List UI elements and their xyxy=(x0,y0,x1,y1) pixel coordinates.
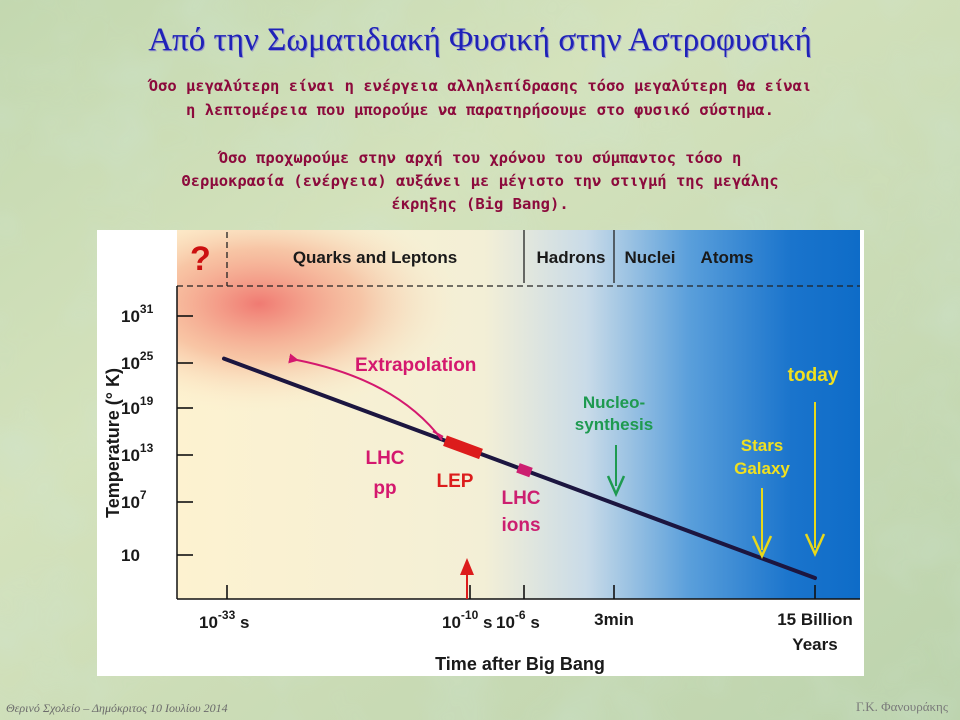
x-tick-label-unit: Years xyxy=(792,635,837,654)
lhc-ions-label-line-2: ions xyxy=(501,515,540,536)
intro-line-1: Όσο μεγαλύτερη είναι η ενέργεια αλληλεπί… xyxy=(148,77,812,95)
nucleosynthesis-label-line-2: synthesis xyxy=(575,415,653,434)
era-nuclei-label: Nuclei xyxy=(624,248,675,267)
temperature-line-1: Όσο προχωρούμε στην αρχή του χρόνου του … xyxy=(218,149,742,167)
lhc-ions-label-line-1: LHC xyxy=(501,488,540,509)
era-atoms-label: Atoms xyxy=(701,248,754,267)
y-axis-title: Temperature (° K) xyxy=(103,368,123,518)
lhc-pp-arrow-head xyxy=(460,558,474,575)
today-label: today xyxy=(788,365,839,386)
nucleosynthesis-arrow-head xyxy=(606,475,626,498)
x-ticks: 10-33 s 10-10 s 10-6 s 3min 15 Billion Years xyxy=(199,585,853,654)
stars-galaxy-arrow-head xyxy=(751,535,773,560)
temperature-paragraph: Όσο προχωρούμε στην αρχή του χρόνου του … xyxy=(0,147,960,216)
intro-line-2: η λεπτομέρεια που μπορούμε να παρατηρήσο… xyxy=(186,101,774,119)
lhc-ions-segment xyxy=(516,463,533,478)
y-ticks: 1031 1025 1019 1013 107 10 xyxy=(121,302,193,565)
era-unknown-label: ? xyxy=(190,240,211,278)
lhc-pp-label-line-1: LHC xyxy=(365,448,404,469)
y-tick-label: 1025 xyxy=(121,349,154,373)
lep-label: LEP xyxy=(437,471,474,492)
y-tick-label: 1019 xyxy=(121,394,154,418)
era-quarks-leptons-label: Quarks and Leptons xyxy=(293,248,457,267)
lep-segment xyxy=(443,435,483,460)
y-tick-label: 107 xyxy=(121,488,147,512)
x-tick-label: 10-33 s xyxy=(199,608,249,632)
extrapolation-arrow xyxy=(288,353,443,441)
intro-paragraph: Όσο μεγαλύτερη είναι η ενέργεια αλληλεπί… xyxy=(0,74,960,122)
y-tick-label: 1013 xyxy=(121,441,154,465)
era-hadrons-label: Hadrons xyxy=(537,248,606,267)
x-tick-label: 10-6 s xyxy=(496,608,540,632)
temperature-line-3: έκρηξης (Big Bang). xyxy=(391,195,569,213)
lhc-pp-label-line-2: pp xyxy=(373,478,396,499)
x-tick-label: 3min xyxy=(594,610,634,629)
footer-author: Γ.Κ. Φανουράκης xyxy=(855,699,948,714)
temperature-line-2: Θερμοκρασία (ενέργεια) αυξάνει με μέγιστ… xyxy=(181,172,779,190)
extrapolation-label: Extrapolation xyxy=(355,355,476,376)
y-tick-label: 10 xyxy=(121,546,140,565)
x-axis-title: Time after Big Bang xyxy=(435,654,605,674)
series-layer xyxy=(222,356,817,580)
nucleosynthesis-label-line-1: Nucleo- xyxy=(583,393,645,412)
x-tick-label: 10-10 s xyxy=(442,608,492,632)
hot-glow xyxy=(177,230,860,599)
big-bang-temperature-chart: ? Quarks and Leptons Hadrons Nuclei Atom… xyxy=(97,230,864,676)
stars-galaxy-label-line-2: Galaxy xyxy=(734,459,790,478)
slide-title: Από την Σωματιδιακή Φυσική στην Αστροφυσ… xyxy=(148,22,812,58)
stars-galaxy-label-line-1: Stars xyxy=(741,436,784,455)
footer-event: Θερινό Σχολείο – Δημόκριτος 10 Ιουλίου 2… xyxy=(6,701,228,715)
today-arrow-head xyxy=(804,533,826,558)
y-tick-label: 1031 xyxy=(121,302,154,326)
x-tick-label: 15 Billion xyxy=(777,610,853,629)
